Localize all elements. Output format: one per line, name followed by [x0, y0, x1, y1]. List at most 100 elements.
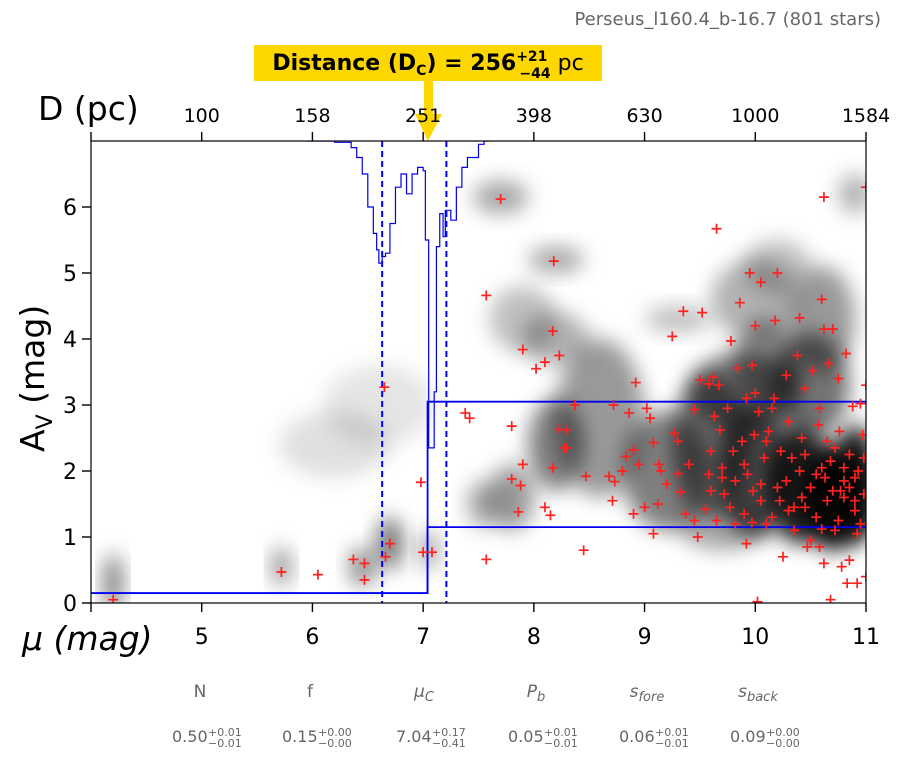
star-marker — [800, 449, 811, 460]
star-marker — [834, 426, 845, 437]
parameter-name: sfore — [630, 682, 665, 705]
top-tick-label: 251 — [405, 105, 441, 127]
star-marker — [711, 223, 722, 234]
banner-sup: +21 — [516, 49, 547, 65]
density-blob — [788, 266, 855, 373]
star-marker — [562, 442, 573, 453]
star-marker — [506, 421, 517, 432]
star-marker — [794, 312, 805, 323]
star-marker — [852, 578, 863, 589]
star-marker — [652, 499, 663, 509]
star-marker — [838, 492, 849, 503]
star-marker — [858, 452, 866, 463]
density-blob — [272, 546, 291, 587]
star-marker — [825, 594, 836, 603]
star-marker — [761, 518, 772, 529]
x-axis-label: μ (mag) — [21, 619, 153, 658]
star-marker — [607, 495, 618, 506]
star-marker — [796, 492, 807, 503]
parameter-plus: +0.01 — [544, 726, 578, 739]
y-tick-label: 4 — [63, 328, 77, 353]
star-marker — [539, 357, 550, 368]
x-tick-label: 9 — [638, 625, 652, 650]
star-marker — [861, 571, 866, 582]
star-marker — [748, 485, 759, 496]
star-marker — [853, 466, 864, 476]
star-marker — [724, 502, 735, 513]
star-marker — [661, 479, 672, 490]
star-marker — [849, 505, 860, 516]
parameter-minus: −0.00 — [766, 737, 800, 750]
x-tick-label: 11 — [852, 625, 880, 650]
star-marker — [620, 451, 631, 462]
star-marker — [628, 444, 639, 455]
parameter-minus: −0.01 — [208, 737, 242, 750]
star-marker — [818, 558, 829, 569]
star-marker — [708, 372, 719, 383]
star-marker — [744, 268, 755, 278]
star-marker — [464, 413, 475, 424]
density-blob — [419, 530, 438, 570]
star-marker — [800, 383, 811, 394]
star-marker — [825, 456, 836, 467]
density-map — [104, 174, 866, 603]
star-marker — [515, 480, 526, 491]
star-marker — [847, 401, 858, 412]
banner-suffix: pc — [551, 51, 584, 76]
parameter-name-sub: back — [747, 690, 778, 705]
star-marker — [811, 469, 822, 480]
density-blob — [838, 174, 866, 214]
parameter-plus: +0.00 — [766, 726, 800, 739]
star-marker — [783, 505, 794, 516]
star-marker — [855, 398, 866, 409]
star-marker — [513, 506, 524, 517]
top-tick-label: 158 — [294, 105, 330, 127]
banner-prefix: Distance (D — [272, 51, 416, 76]
star-marker — [672, 436, 683, 447]
density-blob — [744, 240, 811, 293]
parameter-value: 0.05 — [508, 727, 544, 746]
star-marker — [359, 574, 370, 585]
parameter-name-sub: C — [425, 690, 435, 705]
y-axis-label: AV (mag) — [13, 305, 58, 452]
star-marker — [750, 320, 761, 331]
star-marker — [645, 413, 656, 424]
star-marker — [717, 472, 728, 483]
parameter-name-main: f — [307, 682, 314, 702]
parameter-name-main: P — [527, 682, 538, 702]
parameter-name-main: N — [194, 682, 207, 702]
star-marker — [108, 594, 119, 603]
parameter-minus: −0.01 — [544, 737, 578, 750]
star-marker — [823, 358, 834, 369]
star-marker — [672, 468, 683, 479]
star-marker — [769, 393, 780, 404]
distance-banner-text: Distance (DC) = 256+21 −44 pc — [272, 49, 583, 82]
x-axis-label-text: μ (mag) — [21, 619, 153, 658]
star-marker — [816, 294, 827, 305]
star-marker — [569, 400, 580, 410]
density-blob — [104, 553, 122, 603]
star-marker — [766, 512, 777, 523]
y-tick-label: 6 — [63, 196, 77, 221]
star-marker — [772, 268, 783, 278]
star-marker — [545, 510, 556, 521]
star-marker — [639, 502, 650, 513]
star-marker — [742, 469, 753, 480]
star-marker — [755, 479, 766, 490]
star-marker — [711, 515, 722, 526]
star-marker — [861, 380, 866, 391]
top-tick-label: 630 — [626, 105, 662, 127]
y-tick-label: 2 — [63, 460, 77, 485]
star-marker — [770, 315, 781, 326]
parameter-value: 0.06 — [619, 727, 655, 746]
star-marker — [697, 307, 708, 318]
top-tick-label: 1584 — [842, 105, 890, 127]
star-marker — [777, 551, 788, 562]
star-marker — [807, 365, 818, 376]
star-marker — [604, 471, 615, 482]
star-marker — [722, 403, 733, 414]
density-blob — [556, 339, 645, 498]
top-tick-label: 1000 — [731, 105, 779, 127]
star-marker — [675, 487, 685, 498]
